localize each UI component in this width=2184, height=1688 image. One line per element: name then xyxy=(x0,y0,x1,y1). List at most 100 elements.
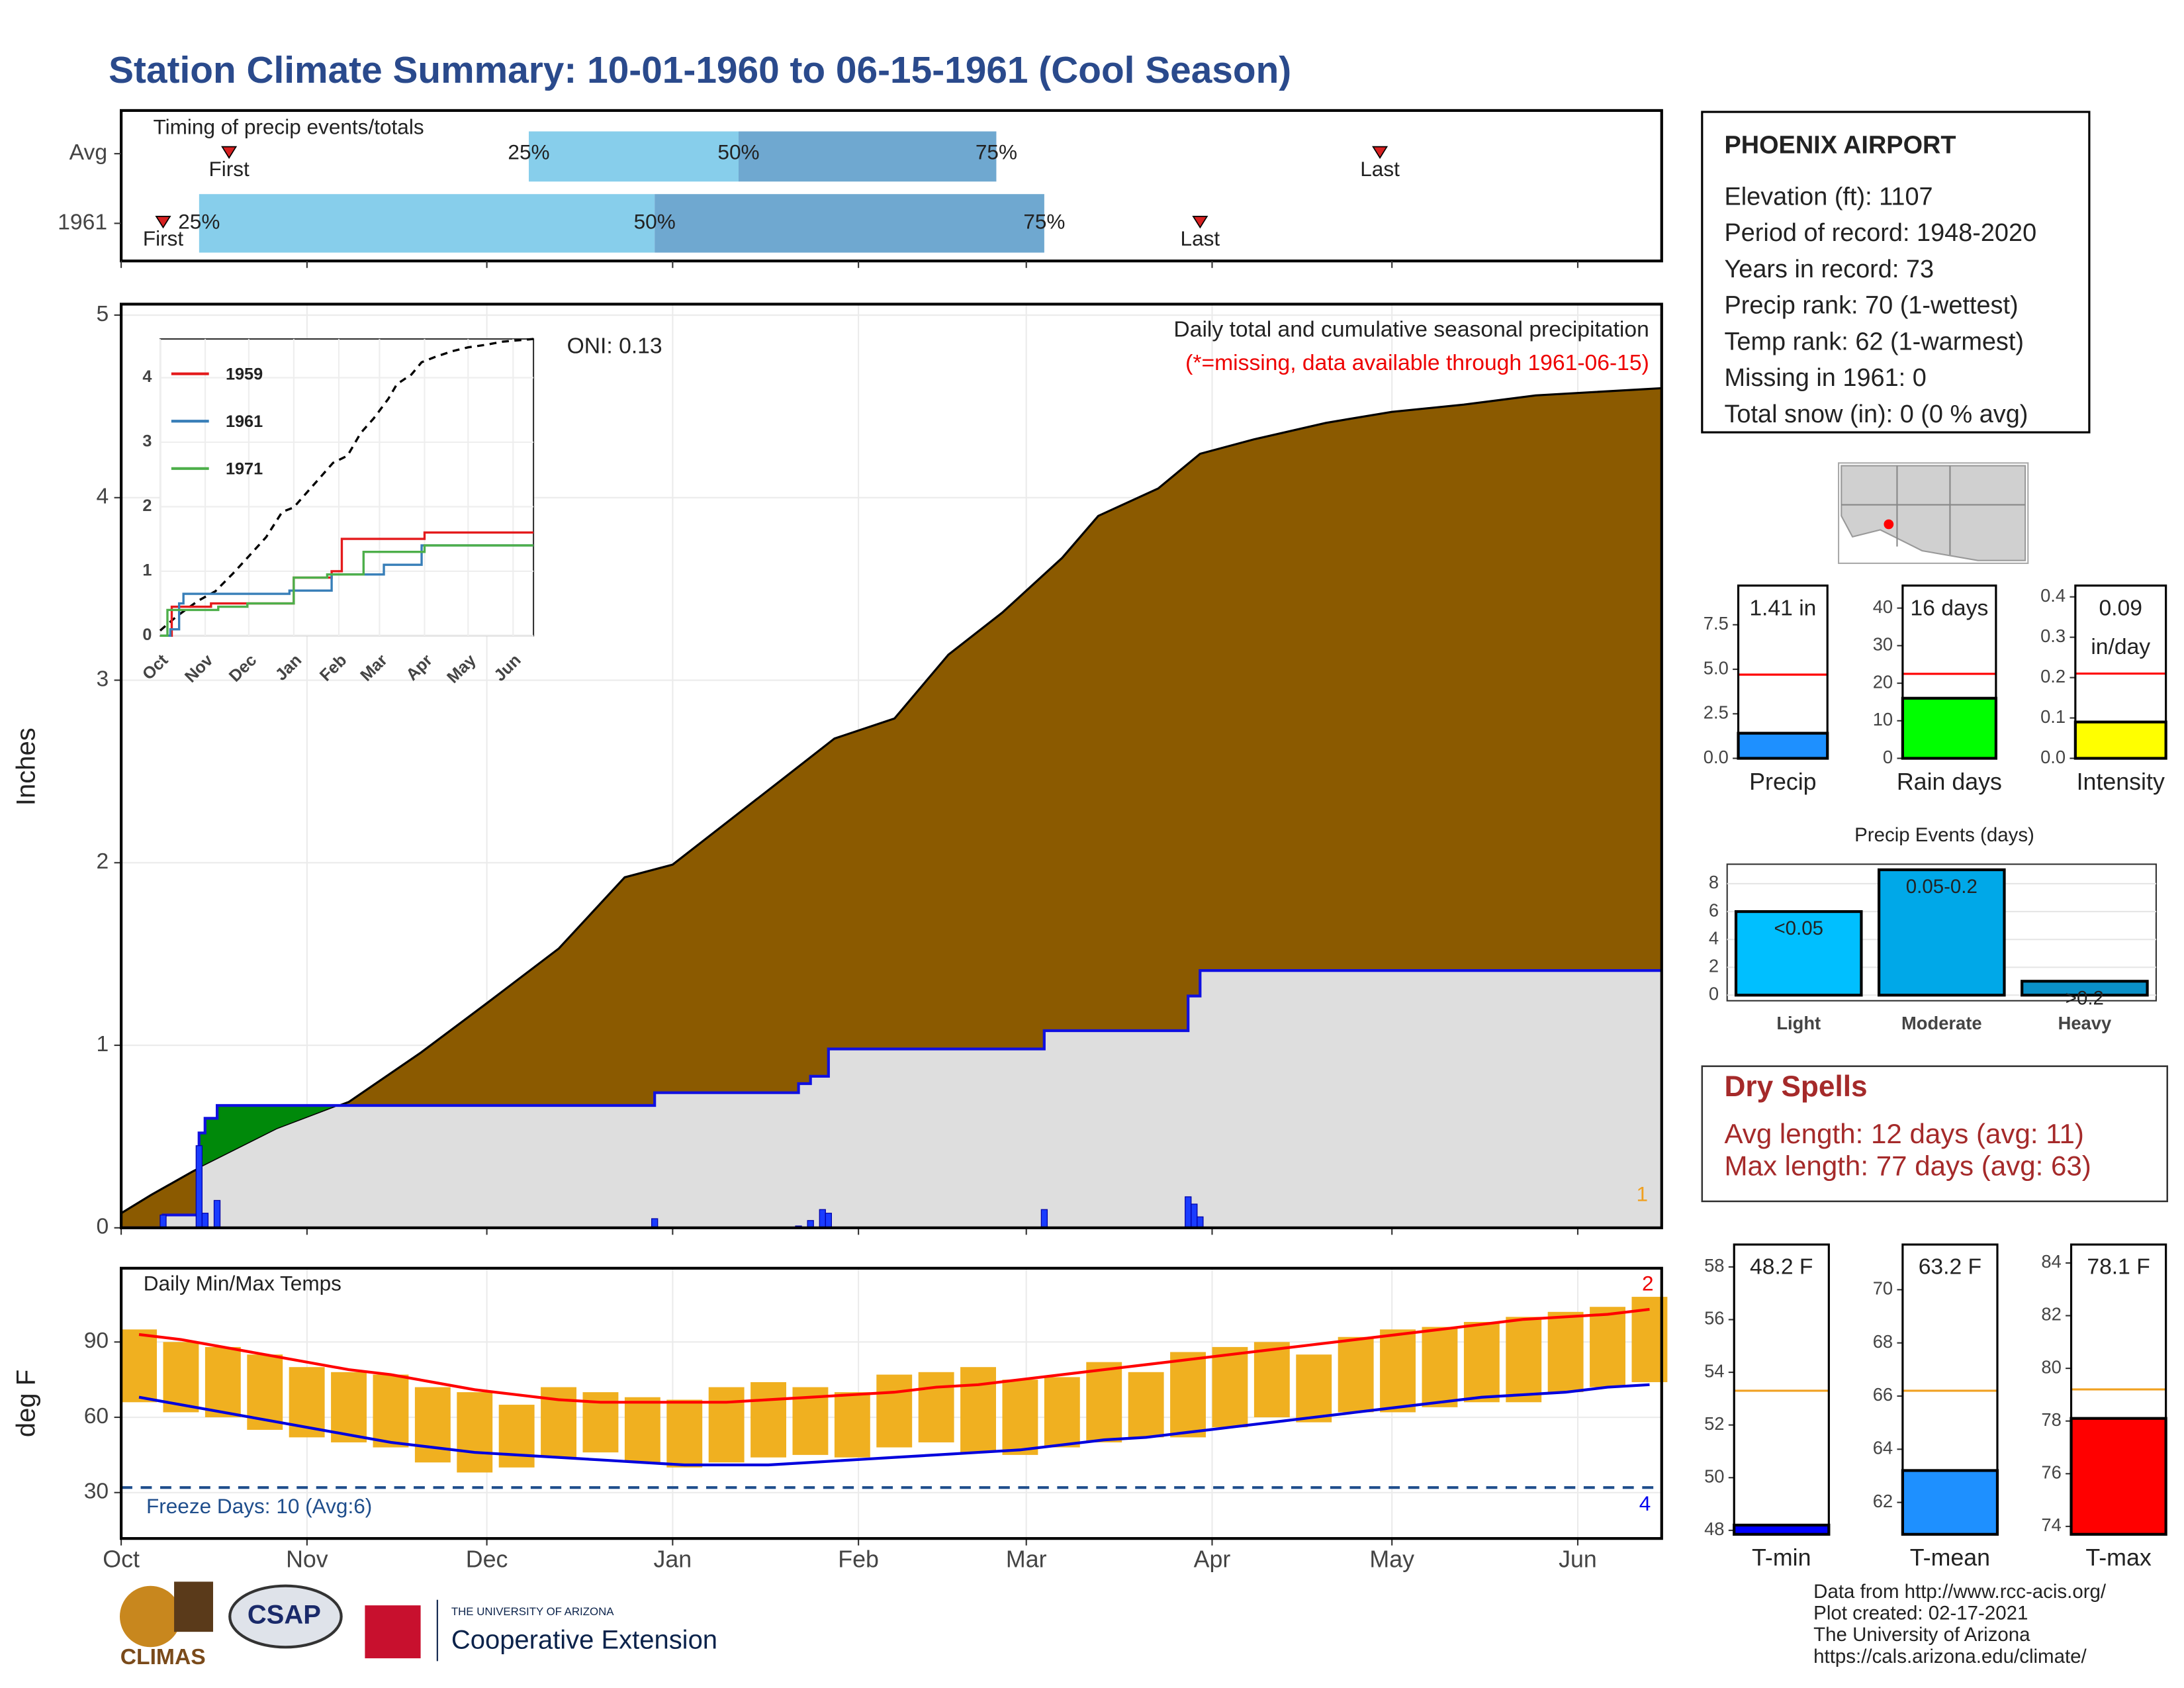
gauge-bar xyxy=(1901,1469,1999,1536)
logos: CLIMAS CSAP THE UNIVERSITY OF ARIZONA Co… xyxy=(119,1581,717,1669)
map-land xyxy=(1841,465,2026,561)
high-count: 2 xyxy=(1642,1271,1654,1295)
event-label: Last xyxy=(1360,157,1400,181)
temp-bar xyxy=(708,1387,745,1463)
temp-bar xyxy=(163,1342,199,1413)
quartile-bar xyxy=(738,131,997,182)
temp-bar xyxy=(1253,1342,1290,1418)
gauge-frame xyxy=(1733,1243,1830,1536)
event-marker xyxy=(221,146,238,160)
y-tick-label: 5.0 xyxy=(1704,657,1729,678)
y-tick-label: 5 xyxy=(96,302,109,326)
inset-line xyxy=(160,544,534,637)
missing-note: (*=missing, data available through 1961-… xyxy=(1185,351,1649,375)
ua-big: Cooperative Extension xyxy=(451,1625,717,1654)
y-tick-label: 2.5 xyxy=(1704,702,1729,723)
quartile-label: 75% xyxy=(976,140,1017,164)
y-tick-label: 54 xyxy=(1704,1360,1724,1381)
daily-bar xyxy=(159,1214,167,1229)
quartile-bar xyxy=(199,194,655,253)
freeze-label: Freeze Days: 10 (Avg:6) xyxy=(146,1494,372,1518)
dry-title: Dry Spells xyxy=(1724,1070,1867,1103)
climas-icon xyxy=(119,1585,181,1648)
temp-bar xyxy=(205,1346,241,1418)
temp-bar xyxy=(1128,1372,1164,1438)
temp-bar xyxy=(121,1329,157,1403)
event-bar xyxy=(1734,910,1863,997)
y-tick-label: 2 xyxy=(96,849,109,874)
station-line: Precip rank: 70 (1-wettest) xyxy=(1724,292,2018,320)
event-marker xyxy=(155,216,171,229)
footer-line: https://cals.arizona.edu/climate/ xyxy=(1813,1646,2087,1667)
y-tick-label: 0.0 xyxy=(1704,747,1729,767)
x-tick-label: Light xyxy=(1776,1013,1821,1033)
event-bar xyxy=(2021,980,2149,997)
y-axis-title: Inches xyxy=(12,727,41,806)
footer-line: Plot created: 02-17-2021 xyxy=(1813,1603,2028,1624)
temp-bar xyxy=(624,1397,660,1463)
gauge-frame xyxy=(2070,1243,2167,1536)
station-line: Temp rank: 62 (1-warmest) xyxy=(1724,328,2024,355)
inset-bg xyxy=(159,338,535,637)
y-tick-label: 0.1 xyxy=(2040,706,2066,727)
daily-bar xyxy=(201,1213,209,1229)
temp-bar xyxy=(1044,1377,1080,1448)
event-label: First xyxy=(208,157,250,181)
station-dot xyxy=(1884,519,1894,530)
legend-label: 1961 xyxy=(226,412,263,431)
gauge-bar xyxy=(2070,1417,2167,1536)
gauge-bar xyxy=(1737,731,1829,760)
x-tick-label: Oct xyxy=(103,1546,140,1572)
caption: Daily total and cumulative seasonal prec… xyxy=(1173,317,1649,342)
y-tick-label: 62 xyxy=(1873,1491,1893,1511)
quartile-label: 25% xyxy=(508,140,549,164)
y-tick-label: 48 xyxy=(1704,1519,1724,1539)
x-tick-label: Jun xyxy=(1559,1546,1597,1572)
ua-logo xyxy=(365,1605,421,1659)
gauge-label: Precip xyxy=(1749,769,1816,795)
inset-avg-line xyxy=(159,338,534,632)
station-line: Period of record: 1948-2020 xyxy=(1724,219,2036,247)
gauge-label: Rain days xyxy=(1897,769,2002,795)
climas-icon xyxy=(174,1581,214,1632)
cumulative-area xyxy=(121,970,1662,1228)
temp-bar xyxy=(1212,1346,1248,1428)
inset-line xyxy=(160,544,534,637)
daily-bar xyxy=(213,1199,221,1229)
x-tick-label: May xyxy=(1369,1546,1414,1572)
dry-line: Avg length: 12 days (avg: 11) xyxy=(1724,1118,2083,1149)
temp-title: Daily Min/Max Temps xyxy=(144,1271,341,1295)
row-label: 1961 xyxy=(58,210,107,234)
temp-bar xyxy=(1380,1329,1416,1413)
inset-y-label: 4 xyxy=(142,367,152,386)
plot-frame xyxy=(119,303,1663,1229)
y-tick-label: 30 xyxy=(1873,634,1893,655)
gauge-unit: in/day xyxy=(2091,635,2150,659)
y-tick-label: 68 xyxy=(1873,1331,1893,1352)
event-marker xyxy=(1192,216,1208,229)
y-tick-label: 76 xyxy=(2041,1462,2061,1483)
station-line: Total snow (in): 0 (0 % avg) xyxy=(1724,400,2028,428)
gauge-value-label: 0.09 xyxy=(2099,596,2142,620)
gauge-label: T-min xyxy=(1752,1544,1811,1571)
x-tick-label: Dec xyxy=(466,1546,508,1572)
y-tick-label: 10 xyxy=(1873,709,1893,729)
climas-text: CLIMAS xyxy=(120,1645,206,1669)
inset-y-label: 3 xyxy=(142,432,152,451)
y-tick-label: 0.4 xyxy=(2040,585,2066,606)
y-tick-label: 3 xyxy=(96,667,109,691)
y-tick-label: 52 xyxy=(1704,1413,1724,1434)
oni: ONI: 0.13 xyxy=(567,334,662,359)
title: Station Climate Summary: 10-01-1960 to 0… xyxy=(109,50,1291,91)
y-tick-label: 56 xyxy=(1704,1308,1724,1329)
temp-bar xyxy=(1547,1311,1584,1393)
station-line: Elevation (ft): 1107 xyxy=(1724,183,1933,211)
temp-frame xyxy=(119,1266,1663,1540)
ua-small: THE UNIVERSITY OF ARIZONA xyxy=(451,1605,614,1618)
y-tick-label: 0 xyxy=(96,1215,109,1239)
legend-label: 1971 xyxy=(226,460,263,479)
daily-bar xyxy=(1185,1196,1192,1229)
quartile-bar xyxy=(655,194,1044,253)
y-tick-label: 4 xyxy=(1709,927,1719,948)
gauge-frame xyxy=(1901,1243,1999,1536)
